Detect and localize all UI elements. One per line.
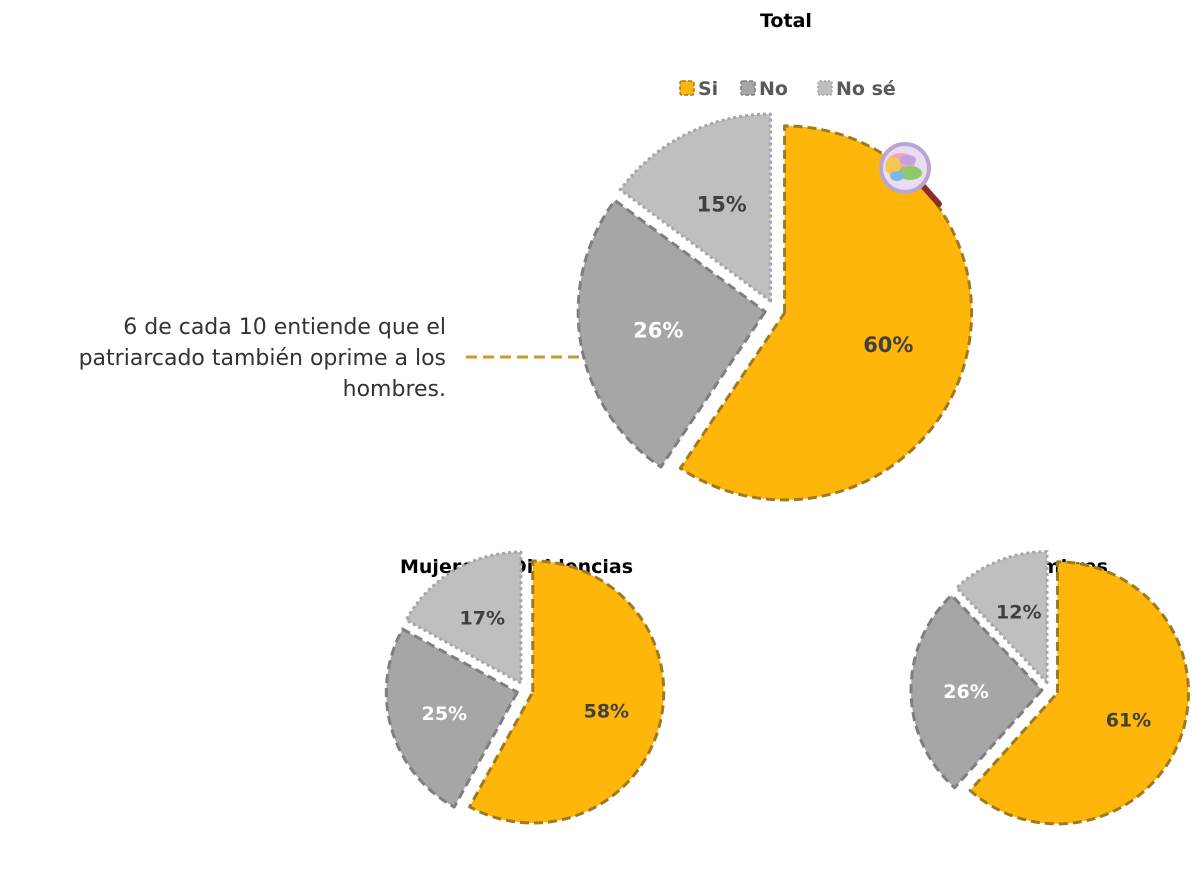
slice-no	[576, 198, 767, 469]
slice-no	[909, 593, 1044, 790]
slice-no	[384, 627, 519, 809]
pie-total: 60% 26% 15%	[576, 112, 974, 502]
data-label-no: 25%	[422, 703, 467, 725]
data-label-si: 61%	[1106, 710, 1151, 732]
slice-nose	[618, 112, 773, 303]
data-label-nose: 15%	[697, 193, 747, 217]
data-label-si: 58%	[584, 701, 629, 723]
legend-label-si: Si	[698, 78, 718, 100]
chart-title-total: Total	[760, 10, 812, 32]
data-label-nose: 12%	[996, 602, 1041, 624]
data-label-nose: 17%	[460, 607, 505, 629]
slice-si	[678, 124, 974, 502]
slice-nose	[955, 550, 1049, 685]
legend-swatch-si	[679, 80, 695, 96]
pie-hombres: 61% 26% 12%	[909, 550, 1190, 826]
annotation-line: hombres.	[342, 377, 446, 402]
legend-label-nose: No sé	[836, 78, 896, 100]
legend-swatch-no	[740, 80, 756, 96]
pie-mujeres: 58% 25% 17%	[384, 550, 666, 825]
slice-si	[968, 560, 1190, 826]
legend-swatch-nose	[817, 80, 833, 96]
legend: Si No No sé	[679, 78, 896, 100]
slice-nose	[404, 550, 523, 685]
brain-magnifier-icon	[879, 142, 942, 207]
annotation-line: patriarcado también oprime a los	[78, 346, 446, 371]
data-label-si: 60%	[863, 333, 913, 357]
annotation-line: 6 de cada 10 entiende que el	[123, 315, 446, 340]
annotation-text: 6 de cada 10 entiende que el patriarcado…	[79, 312, 446, 405]
legend-label-no: No	[759, 78, 788, 100]
data-label-no: 26%	[943, 681, 988, 703]
slice-si	[468, 559, 666, 825]
data-label-no: 26%	[633, 319, 683, 343]
